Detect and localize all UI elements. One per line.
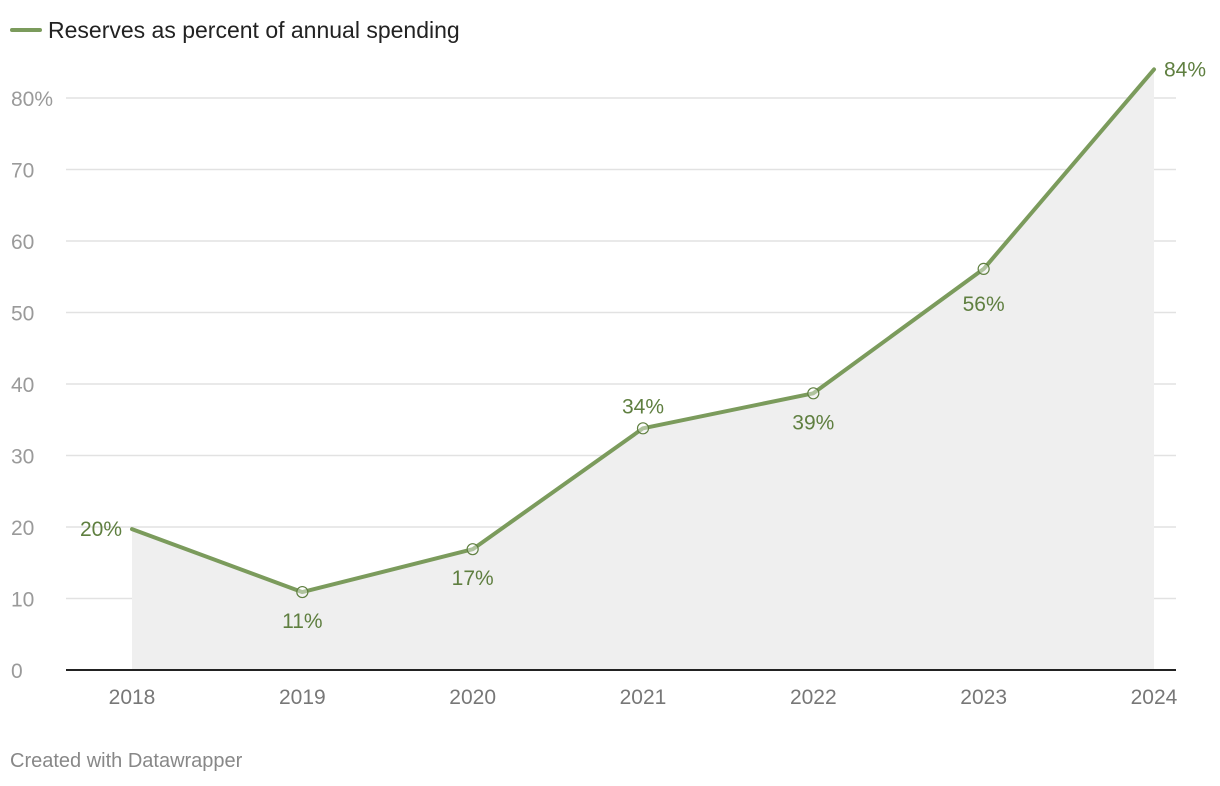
point-markers <box>296 262 990 599</box>
series-line <box>130 67 1156 595</box>
x-tick-label-2019: 2019 <box>279 686 326 709</box>
point-marker-2019 <box>296 585 309 599</box>
data-labels: 20% 11% 17% 34% 39% 56% 84% <box>80 58 1206 633</box>
y-tick-label-60: 60 <box>11 231 34 254</box>
y-tick-label-20: 20 <box>11 517 34 540</box>
legend-label: Reserves as percent of annual spending <box>48 17 460 43</box>
y-tick-label-40: 40 <box>11 374 34 397</box>
data-label-2022: 39% <box>792 411 834 434</box>
y-tick-label-30: 30 <box>11 446 34 469</box>
x-axis-ticks: 2018 2019 2020 2021 2022 2023 2024 <box>109 686 1178 709</box>
legend: Reserves as percent of annual spending <box>10 17 460 43</box>
data-label-2023: 56% <box>963 293 1005 316</box>
data-label-2020: 17% <box>452 567 494 590</box>
x-tick-label-2021: 2021 <box>620 686 667 709</box>
point-marker-2022 <box>807 387 820 400</box>
data-label-2021: 34% <box>622 395 664 418</box>
data-label-2019: 11% <box>282 610 322 633</box>
x-tick-label-2018: 2018 <box>109 686 156 709</box>
x-tick-label-2024: 2024 <box>1131 686 1178 709</box>
credit-text: Created with Datawrapper <box>10 750 243 772</box>
point-marker-2020 <box>466 543 479 556</box>
y-tick-label-80: 80% <box>11 88 53 111</box>
point-marker-2023 <box>977 262 990 275</box>
x-tick-label-2020: 2020 <box>449 686 496 709</box>
data-label-2024: 84% <box>1164 58 1206 81</box>
x-tick-label-2023: 2023 <box>960 686 1007 709</box>
y-tick-label-0: 0 <box>11 660 23 683</box>
y-tick-label-10: 10 <box>11 589 34 612</box>
point-marker-2021 <box>636 422 650 435</box>
y-tick-label-50: 50 <box>11 303 34 326</box>
line-chart: Reserves as percent of annual spending 0… <box>10 17 1206 709</box>
y-tick-label-70: 70 <box>11 160 34 183</box>
x-tick-label-2022: 2022 <box>790 686 837 709</box>
area-fill <box>132 69 1154 670</box>
data-label-2018: 20% <box>80 518 122 541</box>
y-axis-ticks: 0 10 20 30 40 50 60 70 80% <box>11 88 53 683</box>
